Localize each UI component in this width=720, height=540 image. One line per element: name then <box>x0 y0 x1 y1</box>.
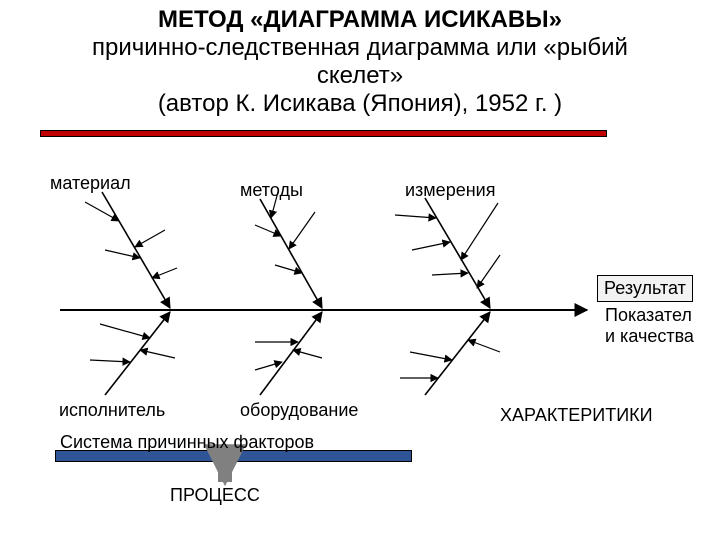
label-characteristics: ХАРАКТЕРИТИКИ <box>500 405 653 426</box>
label-methods: методы <box>240 180 303 201</box>
title-line1: МЕТОД «ДИАГРАММА ИСИКАВЫ» <box>0 6 720 34</box>
red-underline-bar <box>40 130 607 137</box>
title-line2: причинно-следственная диаграмма или «рыб… <box>0 34 720 62</box>
label-executor: исполнитель <box>59 400 165 421</box>
title-line3: скелет» <box>0 62 720 90</box>
label-process: ПРОЦЕСС <box>170 485 260 506</box>
title-line4: (автор К. Исикава (Япония), 1952 г. ) <box>0 90 720 118</box>
title-block: МЕТОД «ДИАГРАММА ИСИКАВЫ» причинно-следс… <box>0 6 720 118</box>
stage: МЕТОД «ДИАГРАММА ИСИКАВЫ» причинно-следс… <box>0 0 720 540</box>
label-quality: Показател и качества <box>605 305 694 347</box>
label-material: материал <box>50 173 131 194</box>
label-system: Система причинных факторов <box>60 432 314 453</box>
label-result: Результат <box>597 275 693 302</box>
label-measurements: измерения <box>405 180 495 201</box>
label-equipment: оборудование <box>240 400 358 421</box>
